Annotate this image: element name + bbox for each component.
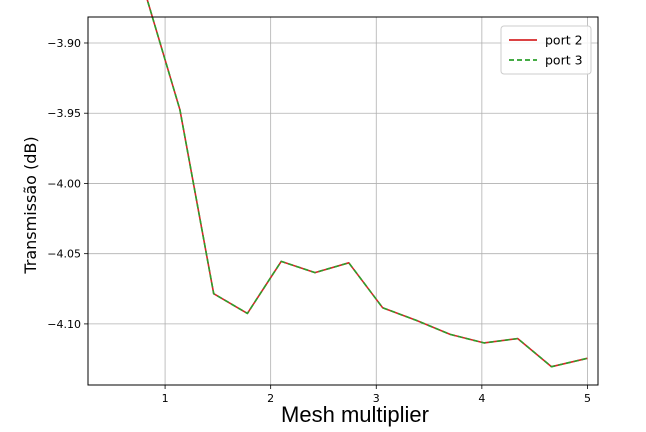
x-tick-label: 5 bbox=[584, 392, 591, 405]
legend-label: port 3 bbox=[545, 53, 583, 68]
y-tick-label: −4.10 bbox=[47, 318, 81, 331]
x-tick-label: 4 bbox=[478, 392, 485, 405]
series-lines bbox=[146, 0, 588, 368]
y-tick-label: −3.95 bbox=[47, 107, 81, 120]
y-tick-label: −4.00 bbox=[47, 177, 81, 190]
x-tick-label: 3 bbox=[373, 392, 380, 405]
x-tick-label: 2 bbox=[267, 392, 274, 405]
y-tick-label: −3.90 bbox=[47, 37, 81, 50]
plot-frame bbox=[87, 16, 599, 386]
y-tick-label: −4.05 bbox=[47, 248, 81, 261]
legend: port 2 port 3 bbox=[500, 25, 592, 75]
x-axis-title: Mesh multiplier bbox=[281, 402, 429, 427]
legend-box bbox=[500, 25, 592, 75]
grid bbox=[88, 17, 598, 385]
x-tick-label: 1 bbox=[162, 392, 169, 405]
y-axis-title: Transmissão (dB) bbox=[21, 136, 40, 274]
series-line-port-3 bbox=[146, 0, 588, 368]
axis-ticks: 1 2 3 4 5 −3.90 −3.95 −4.00 −4.05 −4.10 bbox=[47, 37, 591, 405]
legend-label: port 2 bbox=[545, 33, 583, 48]
